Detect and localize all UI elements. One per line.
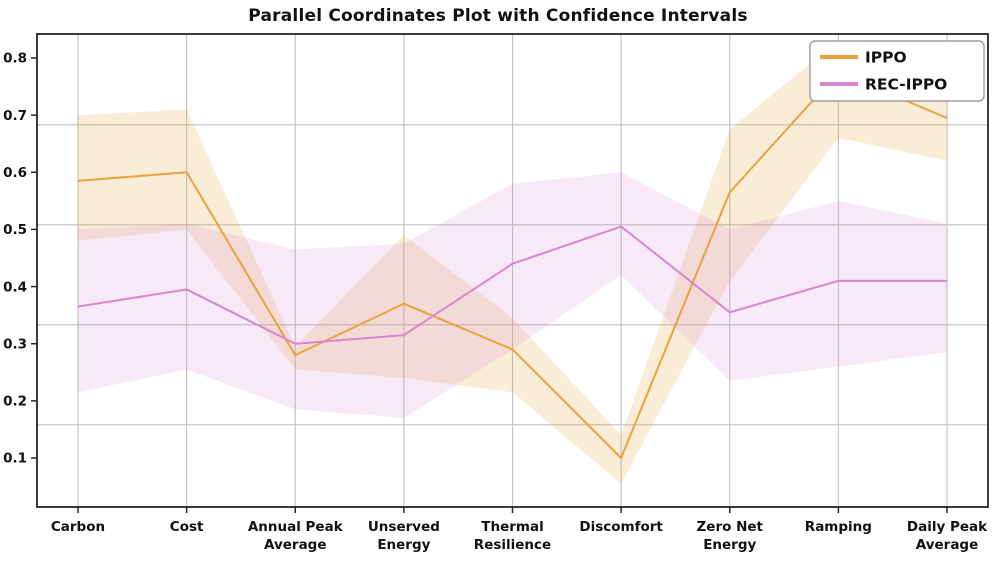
x-tick-label: Resilience [474, 537, 551, 553]
x-tick-label: Zero Net [697, 519, 764, 535]
legend-label-ippo: IPPO [865, 48, 907, 66]
x-tick-label: Daily Peak [907, 519, 988, 535]
x-tick-label: Average [916, 537, 979, 553]
y-tick-label: 0.1 [3, 451, 27, 467]
series-line-ippo [77, 71, 948, 459]
x-tick-label: Thermal [481, 519, 543, 535]
x-tick-label: Ramping [805, 519, 872, 535]
y-tick-label: 0.6 [3, 165, 27, 181]
x-tick-label: Average [264, 537, 327, 553]
x-tick-label: Unserved [368, 519, 440, 535]
y-tick-label: 0.4 [3, 279, 27, 295]
y-tick-label: 0.5 [3, 222, 27, 238]
y-tick-label: 0.7 [3, 108, 27, 124]
y-tick-label: 0.8 [3, 51, 27, 67]
y-tick-label: 0.2 [3, 394, 27, 410]
chart-title: Parallel Coordinates Plot with Confidenc… [248, 6, 748, 26]
y-tick-label: 0.3 [3, 336, 27, 352]
x-tick-label: Energy [703, 537, 756, 553]
x-tick-label: Annual Peak [248, 519, 344, 535]
ci-band-rec-ippo [78, 172, 947, 418]
legend: IPPO REC-IPPO [809, 40, 985, 102]
x-tick-label: Energy [377, 537, 430, 553]
series-line-rec-ippo [77, 225, 947, 345]
legend-label-rec-ippo: REC-IPPO [865, 75, 947, 93]
x-tick-label: Cost [170, 519, 204, 535]
ci-band-ippo [78, 40, 947, 484]
x-tick-label: Discomfort [579, 519, 663, 535]
x-tick-label: Carbon [51, 519, 105, 535]
